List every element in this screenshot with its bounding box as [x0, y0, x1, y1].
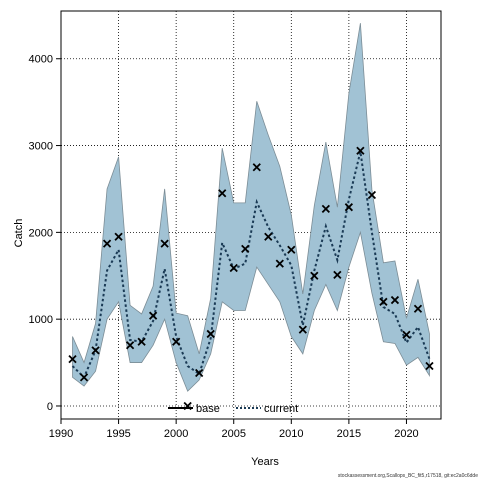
x-tick-label: 2010 [279, 428, 303, 440]
observed-marker [195, 368, 204, 378]
legend-current-label: current [264, 403, 298, 415]
observed-marker [114, 232, 123, 241]
observed-marker [344, 203, 354, 212]
observed-marker [229, 263, 238, 273]
x-tick-label: 2015 [337, 428, 361, 440]
observed-marker [425, 361, 434, 371]
observed-marker [252, 163, 261, 172]
legend-base-label: base [196, 403, 220, 415]
y-tick-label: 1000 [29, 314, 53, 326]
y-tick-label: 3000 [29, 141, 53, 153]
observed-marker [218, 189, 227, 198]
observed-marker [310, 271, 319, 280]
observed-marker [287, 245, 296, 254]
observed-marker [356, 146, 365, 155]
confidence-band [72, 23, 430, 392]
observed-marker [68, 354, 77, 364]
observed-marker [390, 295, 400, 305]
observed-marker [160, 239, 169, 248]
observed-marker [172, 337, 181, 346]
observed-marker [206, 329, 215, 339]
x-axis-title: Years [251, 456, 279, 468]
x-tick-label: 1995 [106, 428, 130, 440]
x-tick-label: 2005 [221, 428, 245, 440]
x-tick-label: 2000 [164, 428, 188, 440]
observed-marker [91, 346, 100, 355]
observed-marker [241, 244, 250, 253]
observed-marker [298, 325, 307, 334]
observed-marker [125, 341, 135, 350]
legend: base current [168, 403, 298, 415]
observed-marker [79, 373, 89, 382]
observed-marker [333, 270, 342, 280]
observed-marker-layer [68, 146, 434, 411]
x-tick-label: 2020 [394, 428, 418, 440]
y-axis: 0 1000 2000 3000 4000 [29, 54, 61, 413]
observed-marker [275, 259, 284, 268]
observed-marker [413, 304, 423, 313]
y-tick-label: 0 [47, 401, 53, 413]
footer-credit: stockassessment.org,Scallops_BC_fit5,r17… [338, 473, 478, 479]
series-line-current [71, 151, 431, 380]
observed-marker [137, 337, 146, 346]
observed-marker [321, 204, 330, 214]
observed-marker [148, 311, 158, 320]
x-tick-label: 1990 [49, 428, 73, 440]
plot-frame [60, 10, 442, 420]
observed-marker [264, 232, 273, 241]
x-axis: 1990 1995 2000 2005 2010 2015 2020 [49, 419, 419, 440]
observed-marker [379, 297, 388, 306]
y-tick-label: 2000 [29, 227, 53, 239]
observed-marker [102, 239, 112, 248]
y-tick-label: 4000 [29, 54, 53, 66]
observed-marker [367, 190, 377, 200]
y-axis-title: Catch [13, 219, 25, 248]
confidence-band-layer [72, 23, 430, 392]
series-layer [71, 151, 431, 380]
observed-marker [402, 330, 411, 339]
